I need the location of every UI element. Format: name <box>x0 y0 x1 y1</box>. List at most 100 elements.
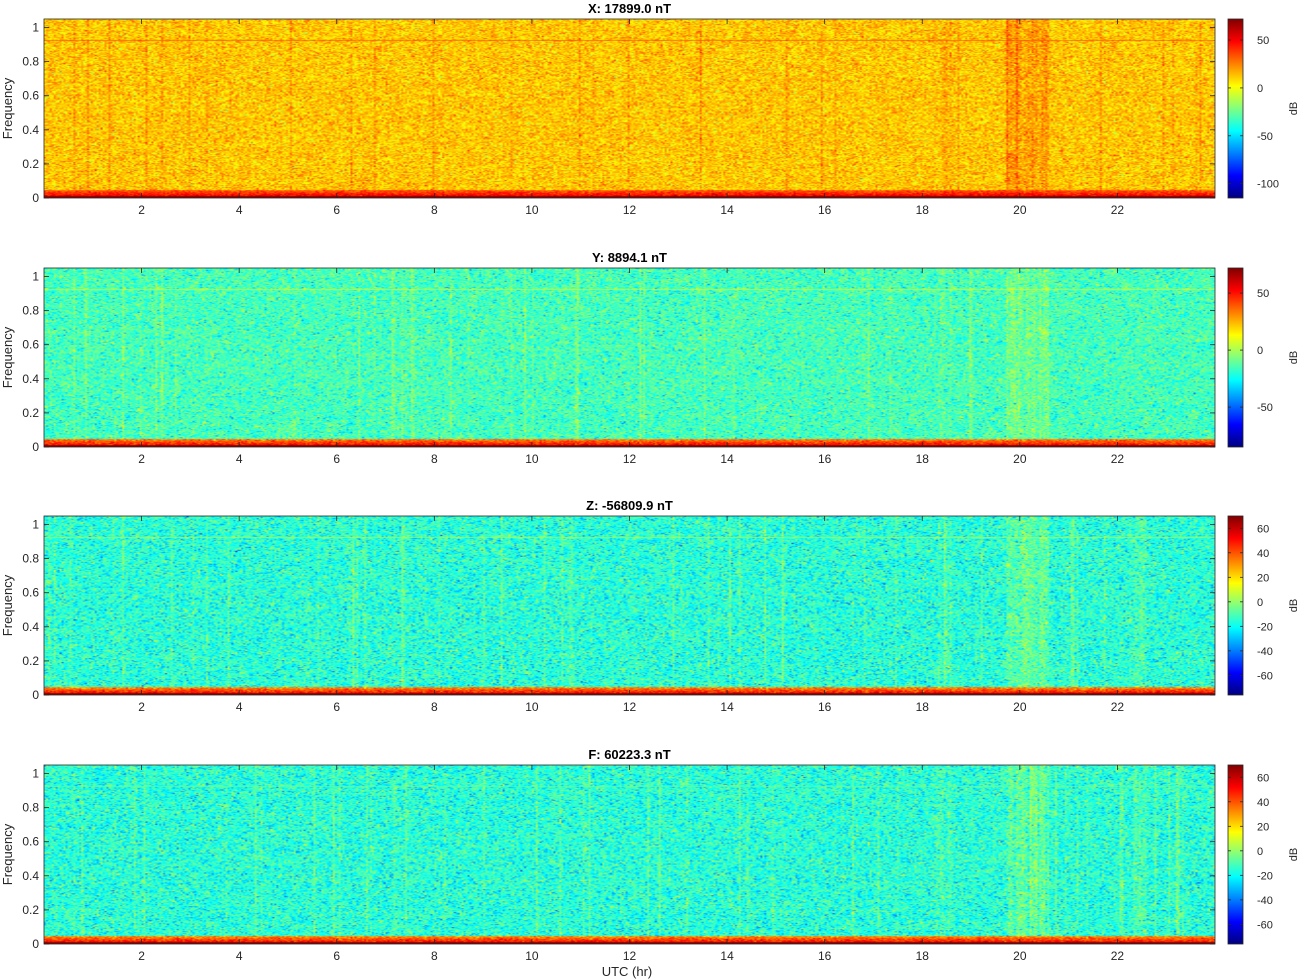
spectrogram-panel: Z: -56809.9 nT 2 4 6 8 10 12 14 16 18 20 22 0 0.2 0.4 0… <box>0 498 1300 714</box>
x-tick-label: 10 <box>525 203 539 217</box>
colorbar-tick-label: -40 <box>1257 895 1273 907</box>
x-tick-label: 2 <box>138 203 145 217</box>
x-tick-label: 20 <box>1013 700 1027 714</box>
colorbar-tick-label: -20 <box>1257 870 1273 882</box>
x-tick-label: 2 <box>138 949 145 963</box>
y-tick-label: 0.6 <box>22 338 39 352</box>
spectrogram-panel: F: 60223.3 nT2 4 6 8 10 12 14 16 18 20 2200.20.40.… <box>0 747 1300 963</box>
x-tick-label: 8 <box>431 700 438 714</box>
x-tick-label: 12 <box>623 949 637 963</box>
colorbar-tick-label: 0 <box>1257 846 1263 858</box>
y-tick-label: 0.6 <box>22 89 39 103</box>
y-tick-label: 0.4 <box>22 123 39 137</box>
x-tick-label: 10 <box>525 700 539 714</box>
colorbar-tick-label: 0 <box>1257 83 1263 95</box>
x-tick-label: 6 <box>333 949 340 963</box>
y-tick-label: 1 <box>32 518 39 532</box>
spectrogram-heatmap <box>44 19 1215 198</box>
panel-title: Z: -56809.9 nT <box>586 498 673 513</box>
x-tick-label: 4 <box>236 452 243 466</box>
x-tick-label: 18 <box>916 949 930 963</box>
x-tick-label: 20 <box>1013 452 1027 466</box>
colorbar: 60 40 20 0 -20 -40 -60 dB <box>1227 515 1300 696</box>
spectrogram-heatmap <box>44 516 1215 695</box>
colorbar-tick-label: 20 <box>1257 821 1269 833</box>
x-tick-label: 18 <box>916 452 930 466</box>
spectrogram-heatmap <box>44 765 1215 944</box>
y-tick-label: 0.8 <box>22 304 39 318</box>
x-tick-label: 10 <box>525 949 539 963</box>
y-tick-label: 0.2 <box>22 903 39 917</box>
x-tick-label: 4 <box>236 700 243 714</box>
spectrogram-heatmap <box>44 268 1215 447</box>
spectrogram-panels: X: 17899.0 nT2 4 6 8 10 12 14 16 18 20 2200.20.40.… <box>0 1 1300 963</box>
colorbar-label: dB <box>1288 848 1300 861</box>
colorbar-tick-label: -60 <box>1257 670 1273 682</box>
y-tick-label: 1 <box>32 767 39 781</box>
colorbar-tick-label: -50 <box>1257 131 1273 143</box>
colorbar: 50 0 -50 dB <box>1227 267 1300 448</box>
x-tick-label: 14 <box>720 452 734 466</box>
y-tick-label: 0.8 <box>22 552 39 566</box>
colorbar-tick-label: 0 <box>1257 345 1263 357</box>
panel-title: Y: 8894.1 nT <box>592 250 667 265</box>
colorbar-gradient <box>1227 764 1244 945</box>
y-tick-label: 0.2 <box>22 157 39 171</box>
y-tick-label: 0.6 <box>22 835 39 849</box>
y-tick-label: 0.4 <box>22 372 39 386</box>
x-tick-label: 22 <box>1111 700 1125 714</box>
y-axis-label: Frequency <box>0 77 15 139</box>
x-tick-label: 18 <box>916 700 930 714</box>
colorbar-tick-label: 40 <box>1257 797 1269 809</box>
colorbar-tick-label: 20 <box>1257 572 1269 584</box>
x-tick-label: 6 <box>333 700 340 714</box>
colorbar-tick-label: -60 <box>1257 919 1273 931</box>
x-tick-label: 20 <box>1013 949 1027 963</box>
x-axis-label: UTC (hr) <box>602 964 653 979</box>
colorbar-tick-label: -20 <box>1257 621 1273 633</box>
x-tick-label: 14 <box>720 700 734 714</box>
y-tick-label: 0.2 <box>22 406 39 420</box>
colorbar-tick-label: 50 <box>1257 288 1269 300</box>
y-tick-label: 0 <box>32 937 39 951</box>
colorbar-tick-label: 60 <box>1257 772 1269 784</box>
y-tick-label: 0 <box>32 440 39 454</box>
x-tick-label: 12 <box>623 700 637 714</box>
x-tick-label: 4 <box>236 949 243 963</box>
y-axis-label: Frequency <box>0 823 15 885</box>
colorbar-label: dB <box>1288 102 1300 115</box>
spectrogram-panel: X: 17899.0 nT2 4 6 8 10 12 14 16 18 20 2200.20.40.… <box>0 1 1300 217</box>
colorbar-gradient <box>1227 267 1244 448</box>
x-tick-label: 12 <box>623 452 637 466</box>
x-tick-label: 4 <box>236 203 243 217</box>
x-tick-label: 8 <box>431 452 438 466</box>
y-tick-label: 0.6 <box>22 586 39 600</box>
colorbar-tick-label: -40 <box>1257 646 1273 658</box>
x-tick-label: 16 <box>818 700 832 714</box>
y-tick-label: 0.4 <box>22 620 39 634</box>
colorbar-gradient <box>1227 18 1244 199</box>
x-tick-label: 8 <box>431 203 438 217</box>
colorbar-tick-label: 0 <box>1257 597 1263 609</box>
panel-title: F: 60223.3 nT <box>588 747 670 762</box>
x-tick-label: 6 <box>333 203 340 217</box>
colorbar-tick-label: -50 <box>1257 402 1273 414</box>
x-tick-label: 2 <box>138 700 145 714</box>
colorbar-tick-label: 50 <box>1257 35 1269 47</box>
y-axis-label: Frequency <box>0 574 15 636</box>
x-tick-label: 16 <box>818 203 832 217</box>
y-tick-label: 0.4 <box>22 869 39 883</box>
y-tick-label: 0.8 <box>22 801 39 815</box>
colorbar-tick-label: 40 <box>1257 548 1269 560</box>
colorbar: 60 40 20 0 -20 -40 -60 dB <box>1227 764 1300 945</box>
y-tick-label: 1 <box>32 270 39 284</box>
x-tick-label: 16 <box>818 452 832 466</box>
y-tick-label: 0 <box>32 191 39 205</box>
y-tick-label: 0.2 <box>22 654 39 668</box>
colorbar-label: dB <box>1288 351 1300 364</box>
x-tick-label: 16 <box>818 949 832 963</box>
colorbar-label: dB <box>1288 599 1300 612</box>
colorbar-gradient <box>1227 515 1244 696</box>
x-tick-label: 10 <box>525 452 539 466</box>
